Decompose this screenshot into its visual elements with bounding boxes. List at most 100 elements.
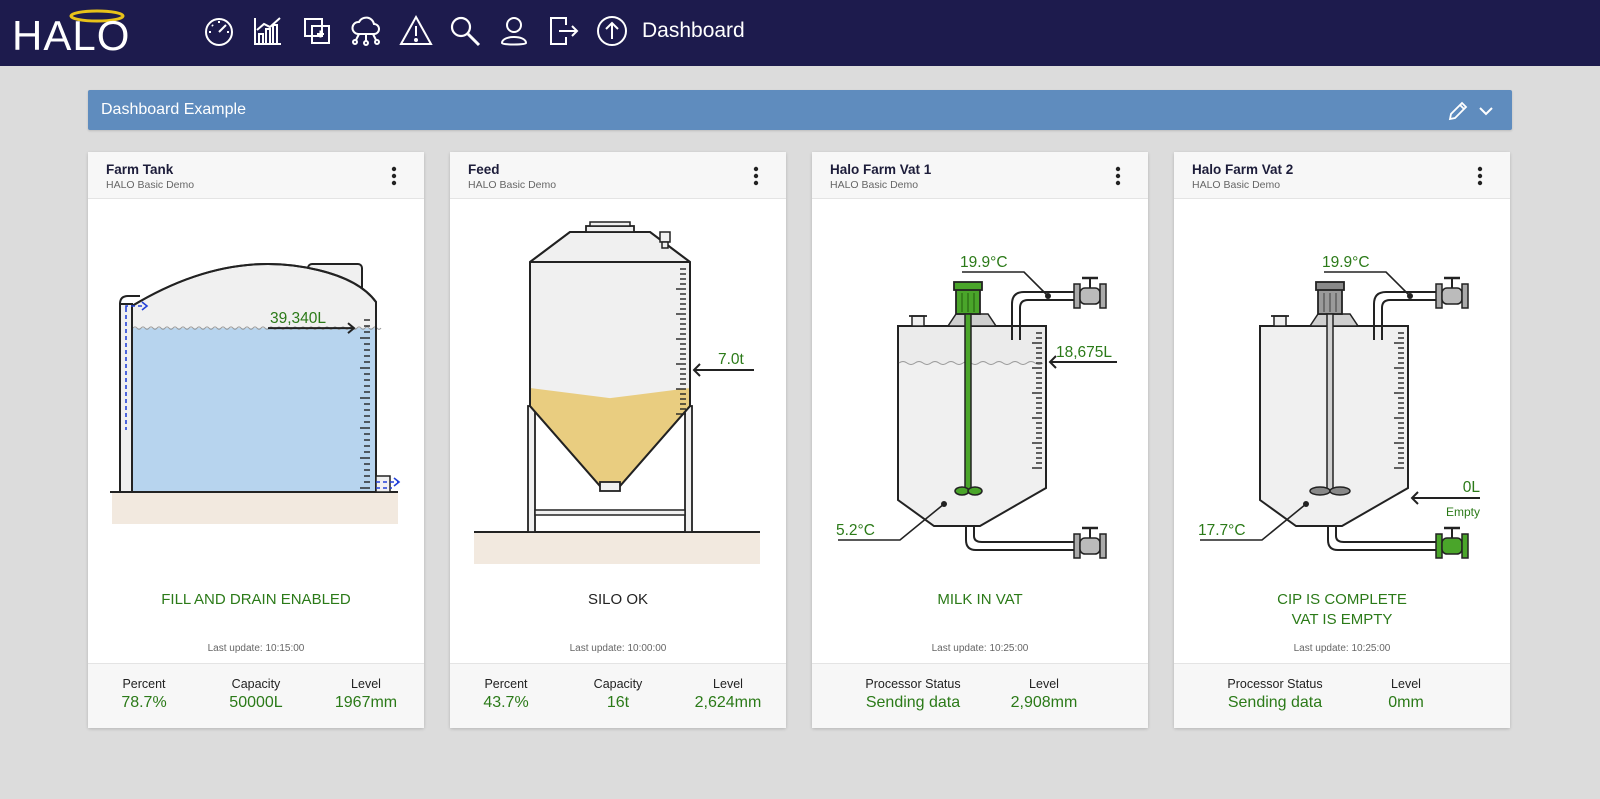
level-sublabel: Empty xyxy=(1446,505,1480,519)
last-update: Last update: 10:15:00 xyxy=(207,643,305,654)
metric-label: Level xyxy=(1391,677,1421,691)
metric-value: 78.7% xyxy=(121,694,167,711)
search-icon[interactable] xyxy=(447,12,483,50)
card-title: Feed xyxy=(468,162,500,177)
cloud-network-icon[interactable] xyxy=(348,12,384,50)
card-subtitle: HALO Basic Demo xyxy=(1192,179,1281,191)
metric-value: 2,624mm xyxy=(694,694,762,711)
level-scale xyxy=(1032,332,1042,469)
level-scale xyxy=(676,268,686,415)
grain-level xyxy=(531,388,689,485)
level-reading: 0L xyxy=(1463,479,1481,496)
water-tank-graphic: 39,340L xyxy=(110,262,401,524)
temperature-bottom: 5.2°C xyxy=(836,522,875,539)
milk-vat-graphic: 19.9°C 5.2°C 18,675L xyxy=(836,254,1117,559)
more-options-icon[interactable] xyxy=(1470,165,1490,187)
gauge-icon[interactable] xyxy=(201,12,237,50)
warning-icon[interactable] xyxy=(398,12,434,50)
metric-percent: Percent 78.7% xyxy=(100,677,188,712)
level-reading: 7.0t xyxy=(718,351,745,368)
metric-value: Sending data xyxy=(1227,694,1323,711)
feed-silo-graphic: 7.0t xyxy=(474,221,760,564)
edit-icon[interactable] xyxy=(1446,99,1470,123)
metric-label: Processor Status xyxy=(1227,677,1323,691)
metric-value: 16t xyxy=(606,694,630,711)
status-message: FILL AND DRAIN ENABLED xyxy=(161,591,351,608)
halo-logo[interactable]: HALO xyxy=(10,6,180,56)
metric-label: Level xyxy=(351,677,381,691)
metric-level: Level 2,624mm xyxy=(684,677,772,712)
card-header: Halo Farm Vat 1 HALO Basic Demo xyxy=(812,152,1148,199)
metric-processor-status: Processor Status Sending data xyxy=(848,677,978,712)
metric-level: Level 0mm xyxy=(1362,677,1450,712)
user-icon[interactable] xyxy=(496,12,532,50)
water-surface xyxy=(132,326,382,330)
svg-text:HALO: HALO xyxy=(12,12,130,56)
metric-label: Percent xyxy=(122,677,166,691)
metric-value: 0mm xyxy=(1388,694,1424,711)
chevron-down-icon[interactable] xyxy=(1474,99,1498,123)
card-header: Halo Farm Vat 2 HALO Basic Demo xyxy=(1174,152,1510,199)
metrics-footer: Percent 43.7% Capacity 16t Level 2,624mm xyxy=(450,663,786,728)
last-update: Last update: 10:25:00 xyxy=(1293,643,1391,654)
last-update: Last update: 10:00:00 xyxy=(569,643,667,654)
metric-value: 50000L xyxy=(229,694,283,711)
level-pointer-arrow xyxy=(347,322,356,334)
level-reading: 39,340L xyxy=(270,310,326,327)
milk-vat-graphic: 19.9°C 17.7°C 0L Empty xyxy=(1198,254,1481,559)
level-reading: 18,675L xyxy=(1056,344,1112,361)
status-message-line-1: CIP IS COMPLETE xyxy=(1277,591,1407,608)
metric-label: Processor Status xyxy=(865,677,961,691)
dashboard-card-vat-2: Halo Farm Vat 2 HALO Basic Demo 19.9°C xyxy=(1174,152,1510,728)
logout-icon[interactable] xyxy=(545,12,581,50)
status-message: SILO OK xyxy=(587,591,649,608)
more-options-icon[interactable] xyxy=(746,165,766,187)
dashboard-title: Dashboard Example xyxy=(101,101,246,118)
metrics-footer: Processor Status Sending data Level 0mm xyxy=(1174,663,1510,728)
metric-level: Level 1967mm xyxy=(322,677,410,712)
metric-capacity: Capacity 16t xyxy=(574,677,662,712)
card-header: Feed HALO Basic Demo xyxy=(450,152,786,199)
card-subtitle: HALO Basic Demo xyxy=(106,179,195,191)
metrics-footer: Processor Status Sending data Level 2,90… xyxy=(812,663,1148,728)
last-update: Last update: 10:25:00 xyxy=(931,643,1029,654)
status-message-line-2: VAT IS EMPTY xyxy=(1291,611,1393,628)
card-title: Farm Tank xyxy=(106,162,174,177)
dashboard-banner: Dashboard Example xyxy=(88,90,1512,130)
card-subtitle: HALO Basic Demo xyxy=(468,179,557,191)
top-navbar: HALO Dashboard xyxy=(0,0,1600,66)
metric-capacity: Capacity 50000L xyxy=(212,677,300,712)
metric-label: Level xyxy=(713,677,743,691)
metric-label: Percent xyxy=(484,677,528,691)
more-options-icon[interactable] xyxy=(1108,165,1128,187)
water-level xyxy=(133,328,375,491)
more-options-icon[interactable] xyxy=(384,165,404,187)
card-title: Halo Farm Vat 1 xyxy=(830,162,932,177)
level-scale xyxy=(360,319,370,489)
upload-icon[interactable] xyxy=(594,12,630,50)
chart-icon[interactable] xyxy=(250,12,286,50)
metric-value: Sending data xyxy=(865,694,961,711)
card-title: Halo Farm Vat 2 xyxy=(1192,162,1294,177)
temperature-top: 19.9°C xyxy=(960,254,1008,271)
status-message: MILK IN VAT xyxy=(937,591,1023,608)
metric-processor-status: Processor Status Sending data xyxy=(1210,677,1340,712)
metric-percent: Percent 43.7% xyxy=(462,677,550,712)
dashboard-card-feed: Feed HALO Basic Demo 7.0t SILO OK Last u… xyxy=(450,152,786,728)
metric-label: Capacity xyxy=(231,677,281,691)
dashboard-card-farm-tank: Farm Tank HALO Basic Demo 39,340L FILL A… xyxy=(88,152,424,728)
dashboard-card-vat-1: Halo Farm Vat 1 HALO Basic Demo 19.9°C xyxy=(812,152,1148,728)
metrics-footer: Percent 78.7% Capacity 50000L Level 1967… xyxy=(88,663,424,728)
temperature-top: 19.9°C xyxy=(1322,254,1370,271)
metric-value: 43.7% xyxy=(483,694,529,711)
metric-value: 2,908mm xyxy=(1010,694,1078,711)
metric-level: Level 2,908mm xyxy=(1000,677,1088,712)
level-scale xyxy=(1394,332,1404,469)
page-title: Dashboard xyxy=(642,19,745,42)
metric-value: 1967mm xyxy=(334,694,398,711)
copy-icon[interactable] xyxy=(299,12,335,50)
metric-label: Level xyxy=(1029,677,1059,691)
card-subtitle: HALO Basic Demo xyxy=(830,179,919,191)
temperature-bottom: 17.7°C xyxy=(1198,522,1246,539)
card-header: Farm Tank HALO Basic Demo xyxy=(88,152,424,199)
